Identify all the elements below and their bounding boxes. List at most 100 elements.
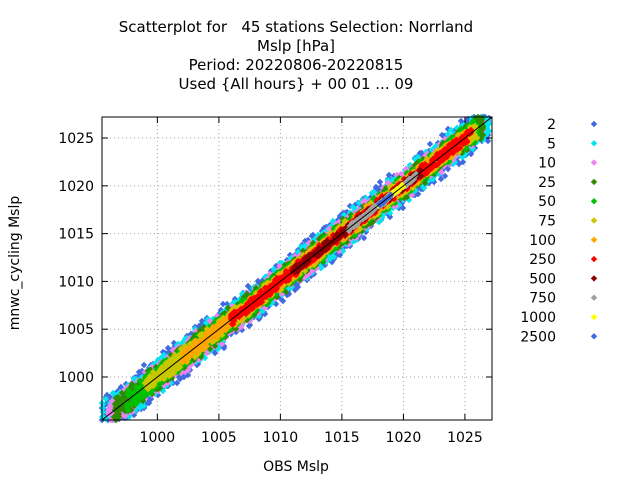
data-point (99, 408, 107, 416)
data-point (186, 362, 194, 370)
data-point (238, 290, 246, 298)
data-point (362, 194, 370, 202)
data-point (214, 345, 222, 353)
data-point (206, 345, 214, 353)
data-point (201, 354, 209, 362)
data-point (467, 150, 475, 158)
data-point (176, 375, 184, 383)
data-point (349, 203, 357, 211)
data-point (418, 149, 426, 157)
data-point (449, 156, 457, 164)
data-point (246, 321, 254, 329)
data-point (335, 218, 343, 226)
data-point (367, 193, 375, 201)
data-point (308, 232, 316, 240)
data-point (452, 152, 460, 160)
data-point (451, 158, 459, 166)
data-point (329, 217, 337, 225)
data-point (177, 369, 185, 377)
data-point (166, 347, 174, 355)
data-point (335, 247, 343, 255)
data-point (484, 137, 492, 145)
data-point (408, 191, 416, 199)
data-point (230, 299, 238, 307)
data-point (305, 239, 313, 247)
data-point (135, 368, 143, 376)
data-point (140, 361, 148, 369)
data-point (444, 165, 452, 173)
data-point (294, 248, 302, 256)
data-point (153, 358, 161, 366)
data-point (351, 201, 359, 209)
data-point (159, 387, 167, 395)
data-point (219, 300, 227, 308)
data-point (184, 371, 192, 379)
data-point (164, 353, 172, 361)
data-point (386, 209, 394, 217)
data-point (447, 126, 455, 134)
data-point (238, 326, 246, 334)
data-point (163, 350, 171, 358)
data-point (169, 346, 177, 354)
data-point (164, 344, 172, 352)
data-point (340, 211, 348, 219)
title-line-1: Scatterplot for 45 stations Selection: N… (119, 18, 473, 36)
data-point (195, 322, 203, 330)
data-point (361, 197, 369, 205)
data-point (154, 391, 162, 399)
data-point (441, 135, 449, 143)
data-point (160, 352, 168, 360)
data-point (326, 254, 334, 262)
data-point (399, 204, 407, 212)
data-point (360, 234, 368, 242)
data-point (426, 140, 434, 148)
data-point (173, 379, 181, 387)
data-point (99, 404, 107, 412)
data-point (412, 156, 420, 164)
data-point (420, 184, 428, 192)
data-point (130, 411, 138, 419)
data-point (302, 241, 310, 249)
data-point (345, 240, 353, 248)
data-point (102, 415, 110, 423)
data-point (435, 170, 443, 178)
data-point (469, 145, 477, 153)
data-point (170, 339, 178, 347)
data-point (437, 175, 445, 183)
data-point (398, 199, 406, 207)
data-point (179, 338, 187, 346)
data-point (147, 395, 155, 403)
data-point (317, 264, 325, 272)
data-point (167, 351, 175, 359)
data-point (441, 172, 449, 180)
data-point (218, 340, 226, 348)
data-point (405, 196, 413, 204)
data-point (362, 228, 370, 236)
data-point (211, 349, 219, 357)
data-point (184, 366, 192, 374)
data-point (310, 236, 318, 244)
data-point (160, 381, 168, 389)
data-point (457, 117, 465, 125)
data-point (430, 178, 438, 186)
data-point (255, 312, 263, 320)
data-point (485, 127, 493, 135)
data-point (455, 159, 463, 167)
data-point (355, 199, 363, 207)
data-point (145, 399, 153, 407)
data-point (322, 227, 330, 235)
data-point (459, 158, 467, 166)
data-point (202, 319, 210, 327)
data-point (157, 354, 165, 362)
data-point (414, 190, 422, 198)
data-point (320, 224, 328, 232)
data-point (346, 202, 354, 210)
data-point (351, 205, 359, 213)
data-point (198, 317, 206, 325)
data-point (140, 402, 148, 410)
data-point (211, 342, 219, 350)
data-point (395, 201, 403, 209)
data-point (376, 217, 384, 225)
data-point (270, 265, 278, 273)
data-point (297, 243, 305, 251)
